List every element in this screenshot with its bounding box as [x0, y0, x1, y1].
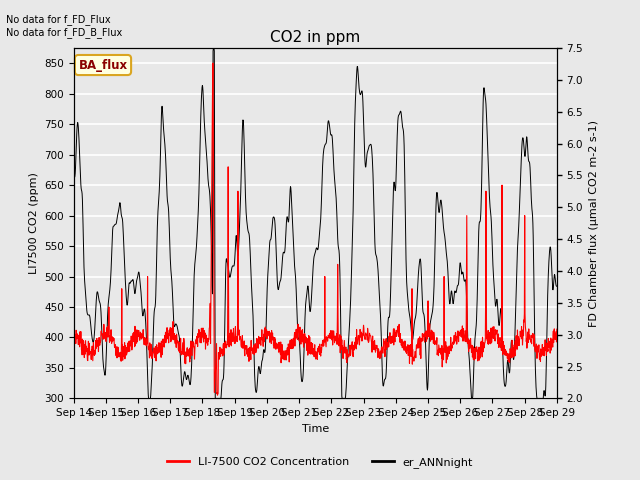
X-axis label: Time: Time — [301, 424, 329, 433]
Y-axis label: LI7500 CO2 (ppm): LI7500 CO2 (ppm) — [29, 172, 38, 274]
Text: BA_flux: BA_flux — [79, 59, 127, 72]
Legend: LI-7500 CO2 Concentration, er_ANNnight: LI-7500 CO2 Concentration, er_ANNnight — [163, 452, 477, 472]
Title: CO2 in ppm: CO2 in ppm — [270, 30, 360, 46]
Y-axis label: FD Chamber flux (μmal CO2 m-2 s-1): FD Chamber flux (μmal CO2 m-2 s-1) — [589, 120, 598, 327]
Text: No data for f_FD_Flux
No data for f_FD_B_Flux: No data for f_FD_Flux No data for f_FD_B… — [6, 14, 123, 38]
